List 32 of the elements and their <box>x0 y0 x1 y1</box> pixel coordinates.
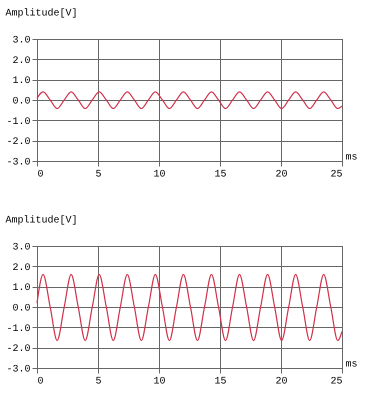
line-series <box>36 274 343 342</box>
x-tick-label: 20 <box>275 170 288 180</box>
y-axis-title: Amplitude[V] <box>6 214 78 226</box>
x-tick-label: 15 <box>214 170 227 180</box>
x-tick-label: 5 <box>95 170 102 180</box>
x-tick-label: 25 <box>330 170 342 180</box>
x-axis-title: ms <box>346 152 358 164</box>
x-tick-label: 0 <box>38 170 44 180</box>
x-tick-label: 5 <box>95 376 102 388</box>
y-tick-label: 1.0 <box>12 76 30 88</box>
y-tick-label: 0.0 <box>12 96 30 108</box>
y-tick-label: 3.0 <box>12 36 30 46</box>
y-tick-label: 2.0 <box>12 262 30 274</box>
y-tick-label: -3.0 <box>6 158 30 168</box>
y-tick-label: 0.0 <box>12 304 30 314</box>
x-tick-label: 10 <box>153 170 166 180</box>
y-tick-label: -1.0 <box>6 324 30 335</box>
y-tick-label: 3.0 <box>12 242 30 254</box>
x-tick-label: 0 <box>38 376 44 388</box>
x-axis-title: ms <box>346 360 358 370</box>
y-tick-label: 1.0 <box>12 283 30 294</box>
x-tick-label: 15 <box>214 376 227 388</box>
y-tick-label: -2.0 <box>6 137 30 148</box>
y-tick-label: 2.0 <box>12 56 30 67</box>
y-tick-label: -3.0 <box>6 364 30 376</box>
y-tick-label: -2.0 <box>6 344 30 356</box>
line-series <box>36 91 343 110</box>
x-tick-label: 20 <box>275 376 288 388</box>
y-tick-label: -1.0 <box>6 116 30 128</box>
x-tick-label: 25 <box>330 376 342 388</box>
y-axis-title: Amplitude[V] <box>6 8 78 20</box>
x-tick-label: 10 <box>153 376 166 388</box>
